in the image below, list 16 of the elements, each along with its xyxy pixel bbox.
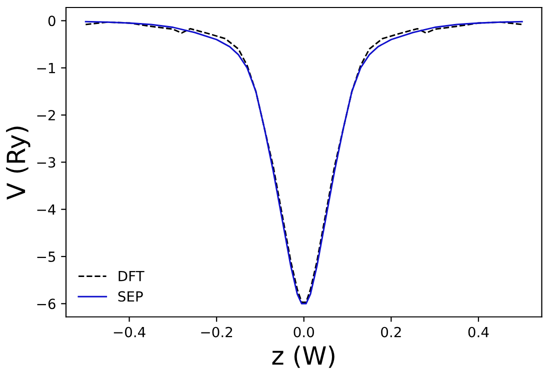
legend-label: DFT bbox=[118, 270, 144, 282]
legend-label: SEP bbox=[118, 291, 143, 302]
y-tick-label: −3 bbox=[37, 157, 56, 168]
y-tick-label: −4 bbox=[37, 204, 56, 215]
y-axis-title: V (Ry) bbox=[6, 126, 30, 200]
y-tick-label: −5 bbox=[37, 252, 56, 262]
y-tick-label: −2 bbox=[37, 110, 55, 120]
y-tick-label: −1 bbox=[37, 63, 55, 74]
y-tick-label: 0 bbox=[48, 16, 56, 26]
y-tick-label: −6 bbox=[37, 298, 56, 310]
x-tick-label: 0.2 bbox=[381, 326, 401, 338]
x-tick-label: 0.0 bbox=[294, 326, 314, 338]
x-tick-label: −0.4 bbox=[114, 326, 146, 338]
x-tick-label: 0.4 bbox=[468, 326, 489, 338]
x-tick-label: −0.2 bbox=[201, 326, 232, 338]
x-axis-title: z (W) bbox=[272, 346, 334, 368]
